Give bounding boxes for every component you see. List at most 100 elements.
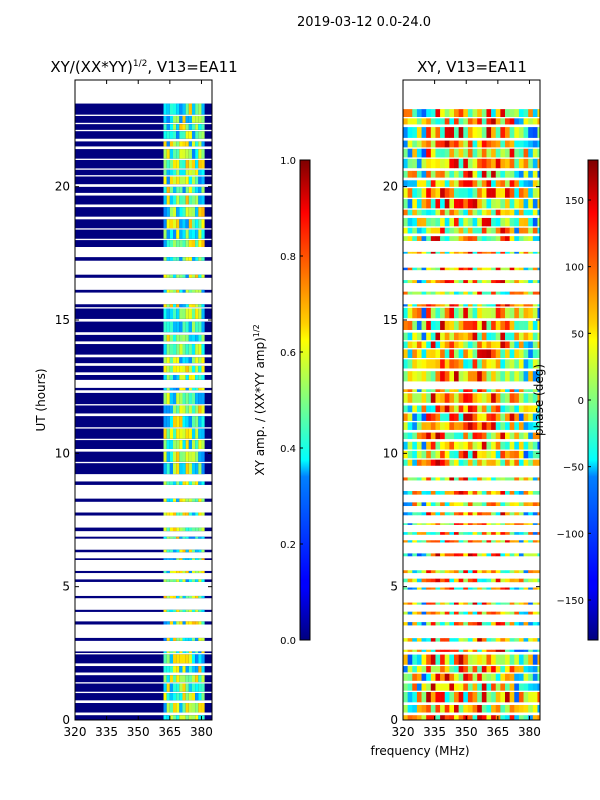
heatmap-row [75, 579, 212, 582]
heatmap-cell [185, 609, 189, 612]
heatmap-cell [449, 649, 455, 652]
heatmap-cell [185, 579, 189, 582]
heatmap-cell [166, 683, 170, 692]
heatmap-cell [518, 304, 524, 307]
heatmap-cell [166, 405, 170, 414]
heatmap-cell [495, 109, 501, 118]
heatmap-cell [537, 227, 540, 234]
heatmap-cell [188, 536, 192, 539]
heatmap-cell [449, 570, 455, 574]
heatmap-cell [195, 693, 199, 701]
heatmap-cell [163, 141, 167, 147]
heatmap-cell [509, 413, 515, 421]
heatmap-cell [173, 570, 177, 574]
heatmap-cell [500, 217, 506, 227]
heatmap-cell [463, 649, 469, 652]
heatmap-cell [472, 611, 478, 615]
heatmap-cell [435, 148, 441, 158]
heatmap-cell [188, 675, 192, 683]
heatmap-cell [463, 553, 469, 557]
heatmap-cell [528, 209, 534, 216]
heatmap-cell [182, 609, 186, 612]
heatmap-cell [201, 428, 205, 439]
heatmap-cell [163, 651, 167, 654]
heatmap-cell [169, 536, 174, 539]
heatmap-cell [472, 341, 478, 349]
heatmap-cell [495, 236, 501, 241]
heatmap-cell [407, 389, 413, 392]
heatmap-cell [537, 477, 540, 481]
heatmap-cell [173, 176, 177, 185]
heatmap-cell [173, 344, 177, 355]
heatmap-cell [449, 477, 455, 481]
heatmap-cell [486, 199, 492, 209]
heatmap-cell [440, 188, 446, 198]
heatmap-cell [500, 502, 506, 507]
heatmap-cell [454, 587, 459, 590]
heatmap-cell [449, 304, 455, 307]
heatmap-cell [454, 553, 459, 557]
heatmap-cell [454, 389, 459, 392]
heatmap-cell [440, 304, 446, 307]
heatmap-cell [435, 523, 441, 525]
heatmap-cell [166, 115, 170, 123]
heatmap-cell [426, 692, 432, 703]
heatmap-cell [198, 558, 202, 560]
heatmap-cell [403, 393, 408, 403]
heatmap-cell [444, 341, 450, 349]
heatmap-cell [179, 405, 183, 414]
heatmap-cell [440, 307, 446, 319]
heatmap-cell [495, 540, 501, 543]
heatmap-cell [444, 587, 450, 590]
heatmap-cell [472, 523, 478, 525]
heatmap-cell [430, 199, 436, 209]
heatmap-cell [537, 638, 540, 642]
heatmap-cell [182, 186, 186, 193]
heatmap-cell [169, 570, 174, 574]
heatmap-cell [185, 558, 189, 560]
heatmap-cell [185, 595, 189, 599]
heatmap-cell [185, 115, 189, 123]
heatmap-cell [472, 491, 478, 495]
heatmap-cell [495, 389, 501, 392]
heatmap-cell [412, 502, 418, 507]
heatmap-row [75, 715, 212, 720]
heatmap-cell [491, 170, 497, 178]
heatmap-cell [463, 307, 469, 319]
heatmap-cell [491, 188, 497, 198]
heatmap-cell [198, 637, 202, 641]
heatmap-cell [412, 170, 418, 178]
heatmap-cell [467, 523, 473, 525]
heatmap-cell [430, 371, 436, 382]
heatmap-cell [463, 359, 469, 369]
heatmap-cell [407, 654, 413, 665]
heatmap-cell [403, 477, 408, 481]
heatmap-cell [163, 536, 167, 539]
heatmap-cell [472, 405, 478, 413]
heatmap-cell [191, 527, 196, 532]
heatmap-cell [505, 715, 510, 720]
heatmap-cell [537, 140, 540, 148]
heatmap-cell [166, 195, 170, 205]
heatmap-cell [486, 118, 492, 125]
amplitude-colorbar-gradient [299, 159, 311, 641]
heatmap-cell [463, 304, 469, 307]
heatmap-cell [407, 692, 413, 703]
heatmap-cell [163, 186, 167, 193]
heatmap-cell [179, 207, 183, 217]
heatmap-cell [514, 450, 520, 459]
heatmap-cell [537, 540, 540, 543]
heatmap-cell [509, 227, 515, 234]
heatmap-cell [185, 207, 189, 217]
heatmap-cell [403, 570, 408, 574]
heatmap-cell [188, 149, 192, 159]
heatmap-row [75, 207, 212, 217]
heatmap-cell [176, 549, 180, 553]
heatmap-cell [537, 267, 540, 271]
heatmap-cell [169, 219, 174, 229]
heatmap-cell [169, 683, 174, 692]
heatmap-cell [444, 359, 450, 369]
heatmap-cell [198, 428, 202, 439]
heatmap-cell [477, 251, 483, 254]
heatmap-cell [185, 159, 189, 169]
